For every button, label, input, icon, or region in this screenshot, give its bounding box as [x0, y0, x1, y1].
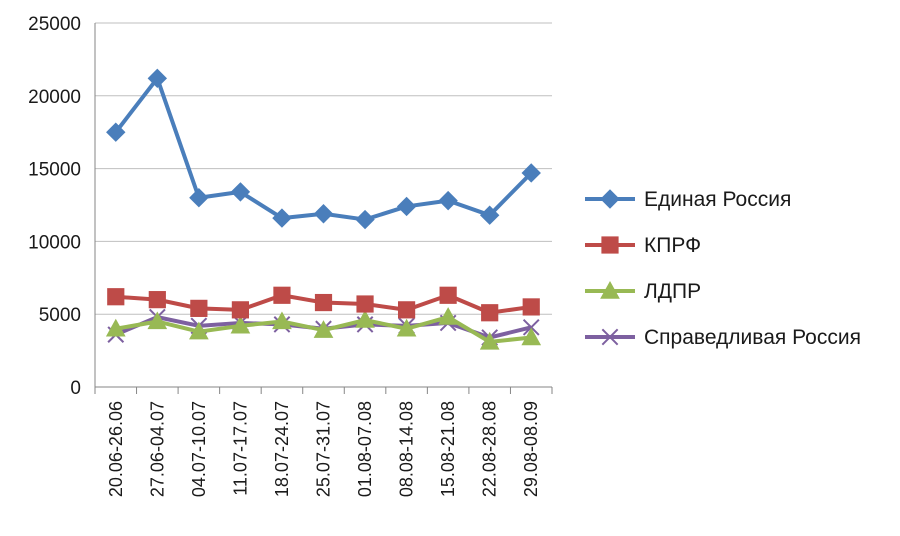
- legend-label: Единая Россия: [644, 188, 791, 211]
- data-point: [396, 318, 417, 337]
- y-tick-label: 0: [70, 378, 81, 399]
- data-point: [230, 315, 251, 334]
- data-point: [356, 295, 374, 313]
- data-point: [521, 327, 542, 346]
- data-point: [272, 208, 292, 228]
- data-point: [355, 309, 375, 328]
- data-point: [189, 321, 209, 340]
- data-point: [147, 68, 168, 89]
- x-tick-label: 11.07-17.07: [230, 401, 250, 496]
- x-tick-label: 01.08-07.08: [355, 401, 375, 497]
- x-tick-label: 25.07-31.07: [314, 401, 334, 497]
- y-tick-label: 15000: [28, 160, 81, 181]
- data-point: [147, 311, 168, 330]
- legend-item: ЛДПР: [585, 280, 701, 303]
- legend-label: Справедливая Россия: [644, 326, 861, 349]
- y-tick-label: 5000: [39, 305, 81, 326]
- data-point: [521, 163, 541, 183]
- x-axis: 20.06-26.06 27.06-04.07 04.07-10.07 11.07-1…: [94, 386, 553, 497]
- data-point: [313, 320, 334, 338]
- data-point: [355, 209, 375, 230]
- x-tick-label: 27.06-04.07: [147, 401, 167, 497]
- data-point: [479, 205, 500, 225]
- data-point: [272, 311, 292, 330]
- data-point: [396, 196, 417, 217]
- data-point: [397, 301, 416, 319]
- x-tick-label: 08.08-14.08: [397, 401, 417, 497]
- legend-label: КПРФ: [644, 234, 701, 257]
- y-tick-label: 10000: [28, 232, 81, 253]
- x-tick-label: 29.08-08.09: [521, 401, 541, 497]
- data-point: [189, 188, 209, 208]
- data-point: [314, 293, 333, 312]
- data-point: [438, 307, 458, 325]
- y-tick-label: 25000: [28, 14, 81, 35]
- series-line: [114, 76, 533, 222]
- data-point: [273, 286, 291, 304]
- data-point: [481, 304, 499, 322]
- data-point: [148, 291, 166, 309]
- x-tick-label: 20.06-26.06: [106, 401, 126, 497]
- series-1: [107, 286, 540, 322]
- data-point: [190, 299, 208, 317]
- legend-item: КПРФ: [585, 234, 701, 257]
- gridlines: [95, 22, 552, 315]
- data-point: [522, 318, 540, 336]
- legend-marker: [600, 280, 620, 299]
- series-group: [105, 68, 542, 350]
- data-point: [522, 298, 540, 316]
- legend-label: ЛДПР: [644, 280, 701, 303]
- data-point: [438, 190, 458, 211]
- data-point: [106, 122, 126, 142]
- y-tick-label: 20000: [28, 87, 81, 108]
- legend-marker: [600, 189, 620, 209]
- data-point: [313, 204, 334, 224]
- data-point: [479, 331, 500, 350]
- x-tick-label: 22.08-28.08: [480, 401, 500, 497]
- y-axis: 0 5000 10000 15000 20000 25000: [28, 14, 96, 399]
- legend-item: Справедливая Россия: [585, 326, 861, 349]
- x-tick-label: 15.08-21.08: [438, 401, 458, 497]
- series-0: [106, 68, 541, 230]
- data-point: [439, 286, 457, 304]
- data-point: [231, 301, 250, 319]
- legend: Единая Россия КПРФ ЛДПР Справедливая Россия: [585, 188, 861, 349]
- x-tick-label: 18.07-24.07: [272, 401, 292, 497]
- data-point: [230, 182, 251, 202]
- legend-marker: [601, 236, 619, 254]
- data-point: [107, 288, 125, 306]
- legend-item: Единая Россия: [585, 188, 791, 211]
- data-point: [105, 318, 126, 337]
- x-tick-label: 04.07-10.07: [189, 401, 209, 497]
- series-2: [105, 307, 542, 350]
- legend-marker: [601, 328, 619, 346]
